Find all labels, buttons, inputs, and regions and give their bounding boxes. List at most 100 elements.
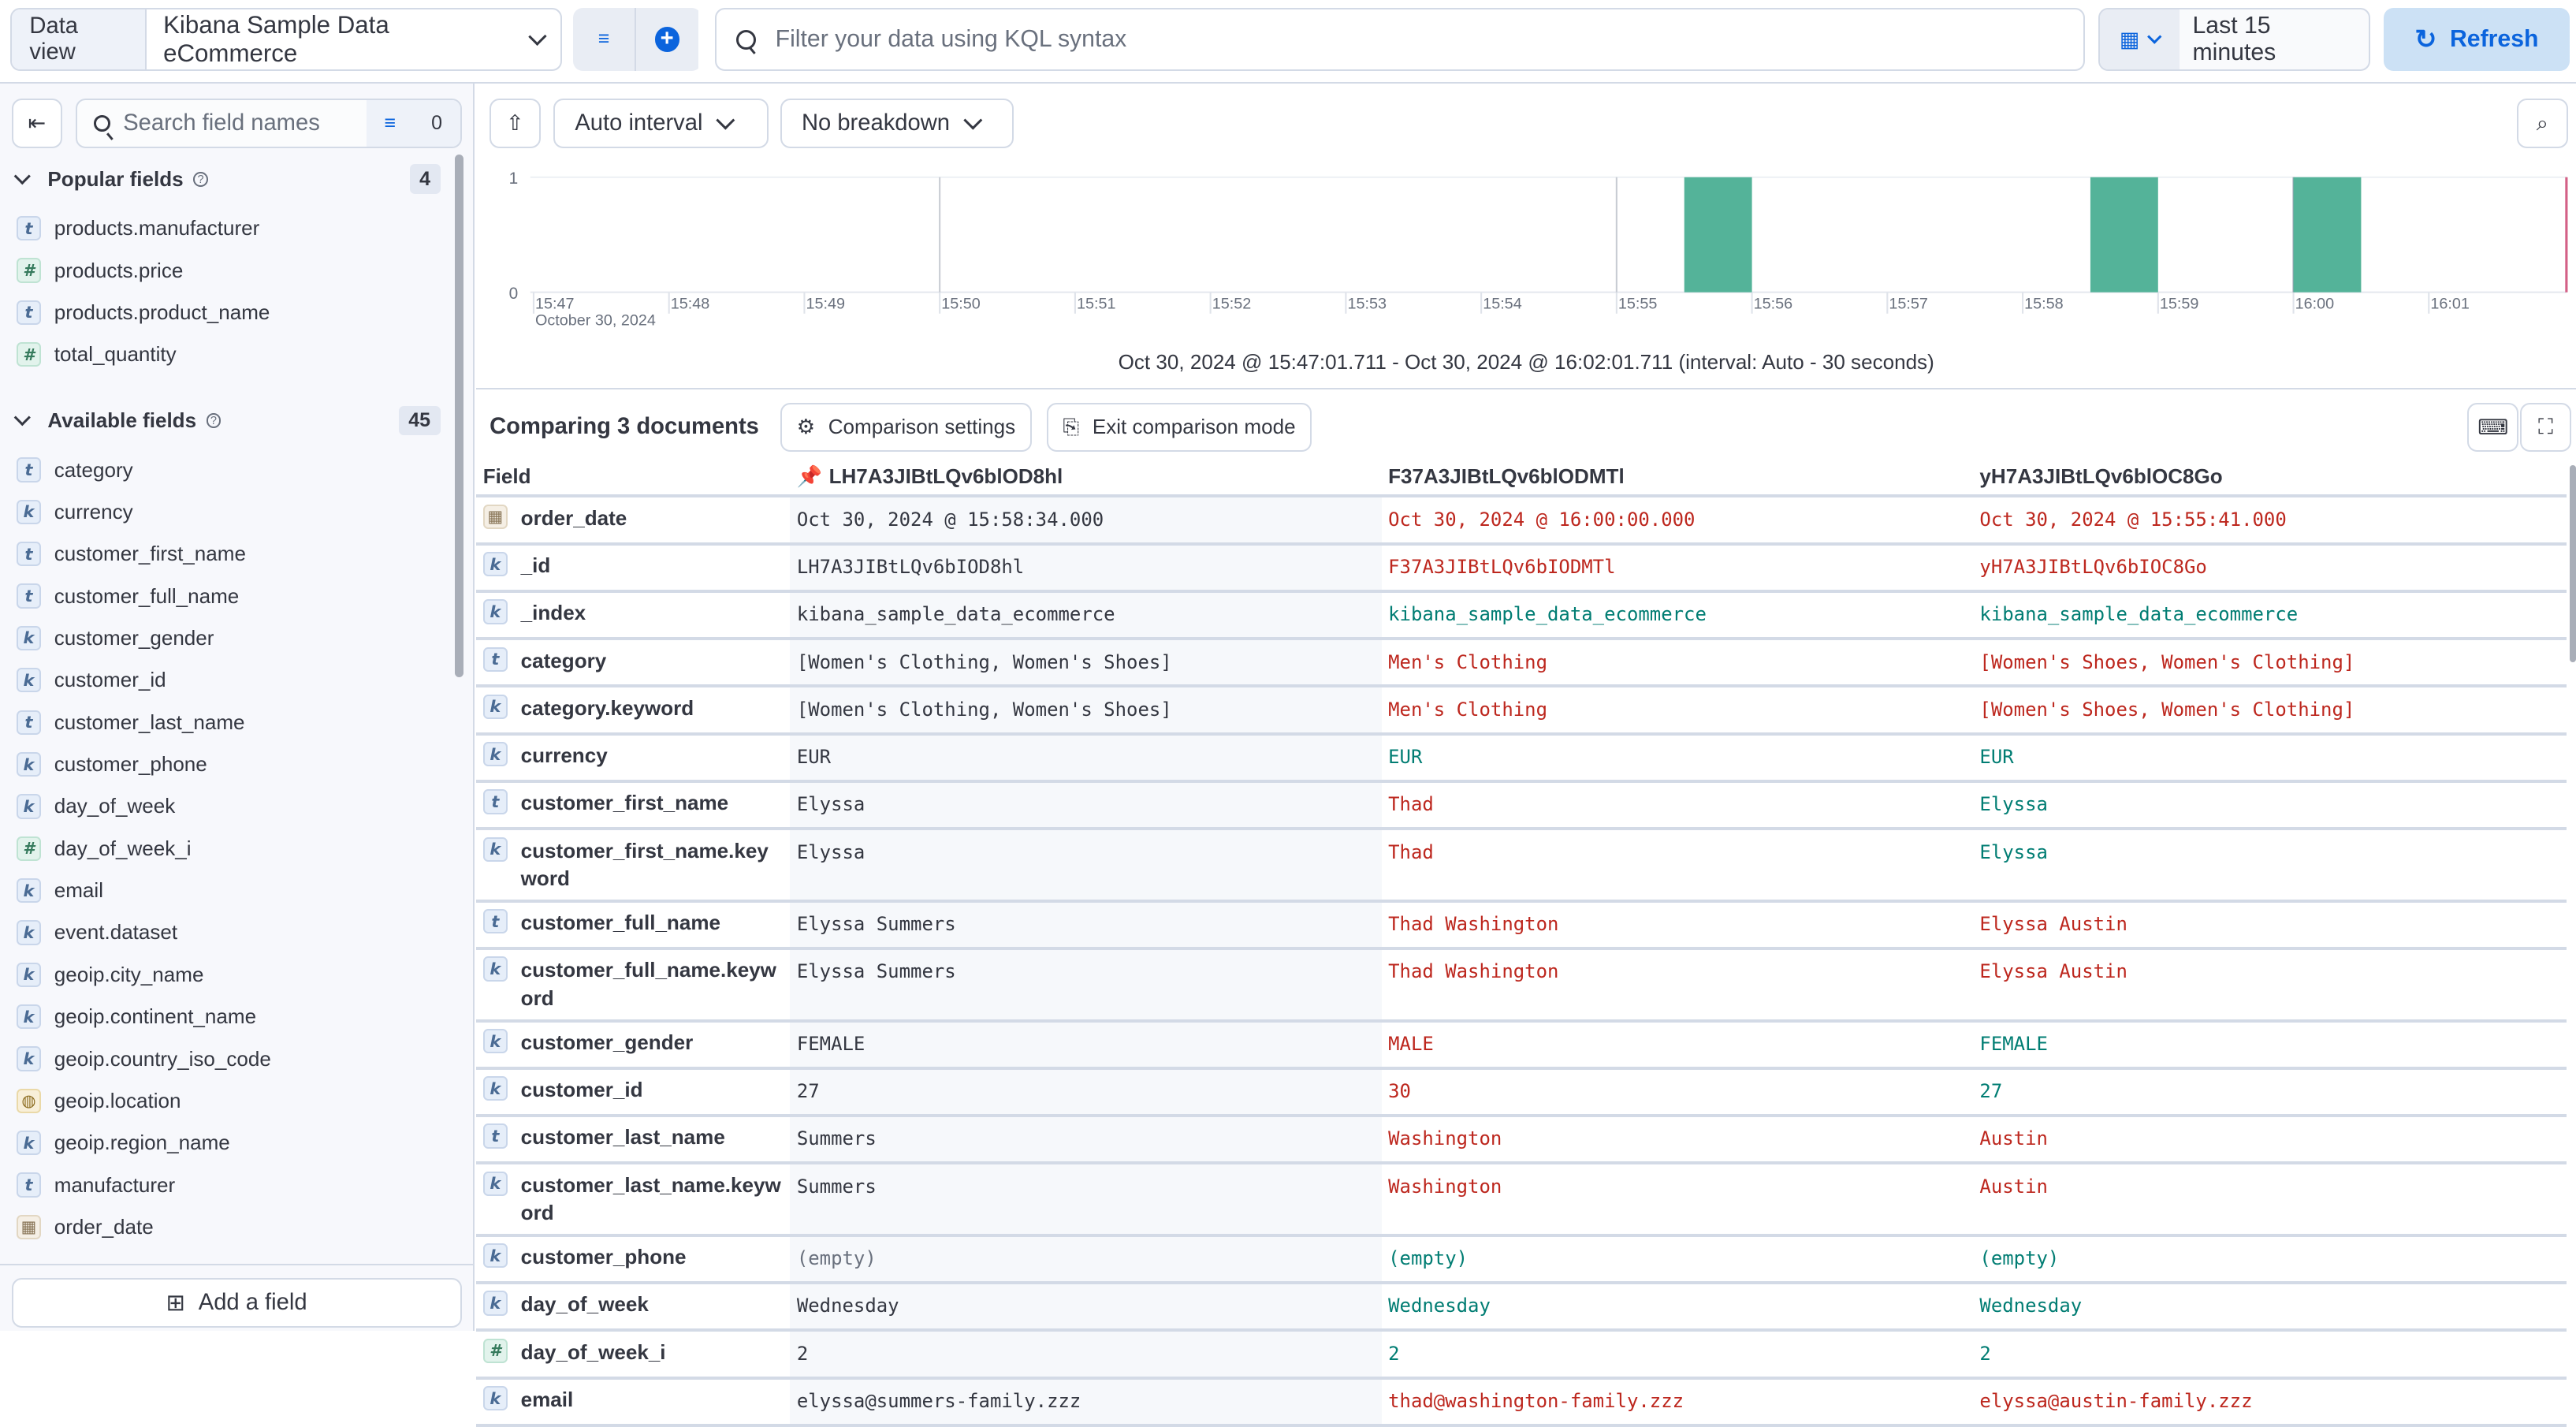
sidebar-field-item[interactable]: k email	[16, 874, 103, 907]
table-row: t customer_first_name Elyssa Thad Elyssa	[476, 782, 2567, 831]
column-header-doc[interactable]: F37A3JIBtLQv6blODMTl	[1388, 464, 1625, 488]
sidebar-field-item[interactable]: t customer_last_name	[16, 706, 245, 739]
popular-fields-title: Popular fields	[47, 166, 184, 191]
column-header-doc-pinned[interactable]: 📌 LH7A3JIBtLQv6blOD8hl	[790, 464, 1381, 489]
sidebar-field-item[interactable]: ▦ order_date	[16, 1211, 154, 1244]
keyword-type-icon: k	[482, 836, 508, 862]
search-field-placeholder: Search field names	[123, 110, 320, 136]
value-cell-base: [Women's Clothing, Women's Shoes]	[790, 687, 1382, 732]
sidebar-field-item[interactable]: # day_of_week_i	[16, 832, 192, 865]
fullscreen-button[interactable]: ⛶	[2520, 402, 2571, 453]
search-field-input[interactable]: Search field names ≡ 0	[75, 99, 462, 148]
field-name: customer_phone	[54, 752, 207, 777]
field-name: _id	[520, 553, 551, 578]
sidebar-field-item[interactable]: k geoip.city_name	[16, 958, 203, 991]
value-cell-diff: thad@washington-family.zzz	[1388, 1389, 1684, 1412]
field-cell: k category.keyword	[476, 687, 790, 732]
table-row: k category.keyword [Women's Clothing, Wome…	[476, 687, 2567, 736]
geo-type-icon: ◍	[16, 1088, 42, 1113]
field-cell: k customer_id	[476, 1070, 790, 1114]
refresh-button[interactable]: ↻ Refresh	[2384, 8, 2570, 71]
time-range[interactable]: Last 15 minutes	[2192, 13, 2276, 65]
interval-select[interactable]: Auto interval	[553, 99, 769, 148]
x-tick-label: 15:59	[2160, 296, 2199, 313]
quick-menu-button[interactable]: ▦	[2099, 9, 2180, 69]
add-filter-button[interactable]: +	[635, 8, 698, 71]
comparison-table: Field 📌 LH7A3JIBtLQv6blOD8hl F37A3JIBtLQv…	[476, 458, 2567, 1427]
filter-icon: ≡	[384, 111, 396, 134]
x-tick-label: 15:55	[1618, 296, 1658, 313]
sidebar-field-item[interactable]: k customer_id	[16, 664, 166, 697]
column-header-field: Field	[482, 464, 531, 488]
breakdown-select[interactable]: No breakdown	[780, 99, 1014, 148]
query-input[interactable]: Filter your data using KQL syntax	[714, 8, 2085, 71]
x-tick-label: 15:58	[2025, 296, 2064, 313]
sidebar-field-item[interactable]: t category	[16, 453, 133, 486]
toggle-histogram-button[interactable]: ⇧	[490, 99, 541, 148]
table-scrollbar[interactable]	[2569, 464, 2576, 662]
chart-options-button[interactable]: ⌕	[2516, 99, 2568, 148]
field-name: geoip.continent_name	[54, 1004, 257, 1029]
sidebar-field-item[interactable]: k customer_gender	[16, 622, 214, 655]
date-picker[interactable]: ▦ Last 15 minutes	[2098, 8, 2371, 71]
x-tick-label: 15:51	[1077, 296, 1116, 313]
magnify-chart-icon: ⌕	[2536, 110, 2548, 135]
field-name: category	[54, 457, 133, 482]
sidebar-field-item[interactable]: t products.product_name	[16, 296, 270, 330]
sidebar-field-item[interactable]: ◍ geoip.location	[16, 1085, 181, 1118]
sidebar-field-item[interactable]: k day_of_week	[16, 790, 175, 823]
sidebar-field-item[interactable]: k geoip.region_name	[16, 1127, 230, 1160]
table-row: k _index kibana_sample_data_ecommerce kiban…	[476, 592, 2567, 641]
sidebar-field-item[interactable]: k currency	[16, 496, 133, 529]
comparison-settings-button[interactable]: ⚙ Comparison settings	[780, 402, 1032, 453]
value-cell-diff: Oct 30, 2024 @ 16:00:00.000	[1388, 508, 1696, 531]
table-row: k customer_last_name.keyword Summers Washin…	[476, 1164, 2567, 1237]
sidebar-field-item[interactable]: k geoip.continent_name	[16, 1000, 257, 1034]
value-cell-diff: Men's Clothing	[1388, 698, 1548, 721]
field-cell: k email	[476, 1380, 790, 1424]
column-header-doc[interactable]: yH7A3JIBtLQv6blOC8Go	[1979, 464, 2223, 488]
popular-fields-header[interactable]: Popular fields ? 4	[13, 162, 441, 196]
sidebar-field-item[interactable]: t manufacturer	[16, 1168, 175, 1202]
x-tick-label: 15:57	[1889, 296, 1929, 313]
value-cell-base: 2	[790, 1332, 1382, 1377]
field-filter-button[interactable]: ≡ 0	[366, 100, 460, 147]
value-cell-base: LH7A3JIBtLQv6bIOD8hl	[790, 545, 1382, 590]
field-cell: k currency	[476, 736, 790, 780]
sidebar-field-item[interactable]: t products.manufacturer	[16, 212, 259, 245]
keyword-type-icon: k	[16, 499, 42, 525]
keyword-type-icon: k	[482, 1385, 508, 1411]
table-row: ▦ order_date Oct 30, 2024 @ 15:58:34.000 Oc…	[476, 497, 2567, 546]
field-name: customer_last_name	[520, 1125, 725, 1149]
collapse-sidebar-button[interactable]: ⇤	[11, 99, 63, 148]
value-cell-diff: Thad Washington	[1388, 913, 1559, 936]
sidebar-field-item[interactable]: k geoip.country_iso_code	[16, 1042, 271, 1075]
keyboard-shortcuts-button[interactable]: ⌨	[2467, 402, 2519, 453]
collapse-icon: ⇤	[28, 110, 47, 136]
x-tick-label: 16:01	[2431, 296, 2470, 313]
data-view-picker[interactable]: Data view Kibana Sample Data eCommerce	[9, 8, 562, 71]
keyword-type-icon: k	[482, 1291, 508, 1316]
gear-icon: ⚙	[796, 415, 816, 439]
exit-comparison-button[interactable]: ⎘ Exit comparison mode	[1046, 402, 1312, 453]
table-row: t customer_last_name Summers Washington Aust…	[476, 1117, 2567, 1165]
sidebar-field-item[interactable]: t customer_full_name	[16, 579, 239, 613]
keyword-type-icon: k	[16, 1046, 42, 1071]
keyword-type-icon: k	[16, 1131, 42, 1156]
sidebar-field-item[interactable]: k event.dataset	[16, 916, 177, 949]
field-cell: t customer_last_name	[476, 1117, 790, 1161]
sidebar-scrollbar[interactable]	[455, 154, 463, 677]
sidebar-field-item[interactable]: # products.price	[16, 254, 183, 287]
x-date-label: October 30, 2024	[535, 312, 656, 330]
x-tick-label: 15:49	[806, 296, 846, 313]
x-tick-label: 15:56	[1754, 296, 1793, 313]
value-cell-same: (empty)	[1979, 1247, 2060, 1270]
filter-menu-button[interactable]: ≡	[573, 8, 636, 71]
add-field-button[interactable]: ⊞ Add a field	[11, 1278, 462, 1328]
field-cell: k customer_gender	[476, 1023, 790, 1067]
sidebar-field-item[interactable]: k customer_phone	[16, 748, 207, 781]
sidebar-field-item[interactable]: t customer_first_name	[16, 538, 246, 571]
available-fields-header[interactable]: Available fields ? 45	[13, 404, 441, 438]
value-cell-diff: 30	[1388, 1080, 1411, 1103]
sidebar-field-item[interactable]: # total_quantity	[16, 338, 177, 371]
